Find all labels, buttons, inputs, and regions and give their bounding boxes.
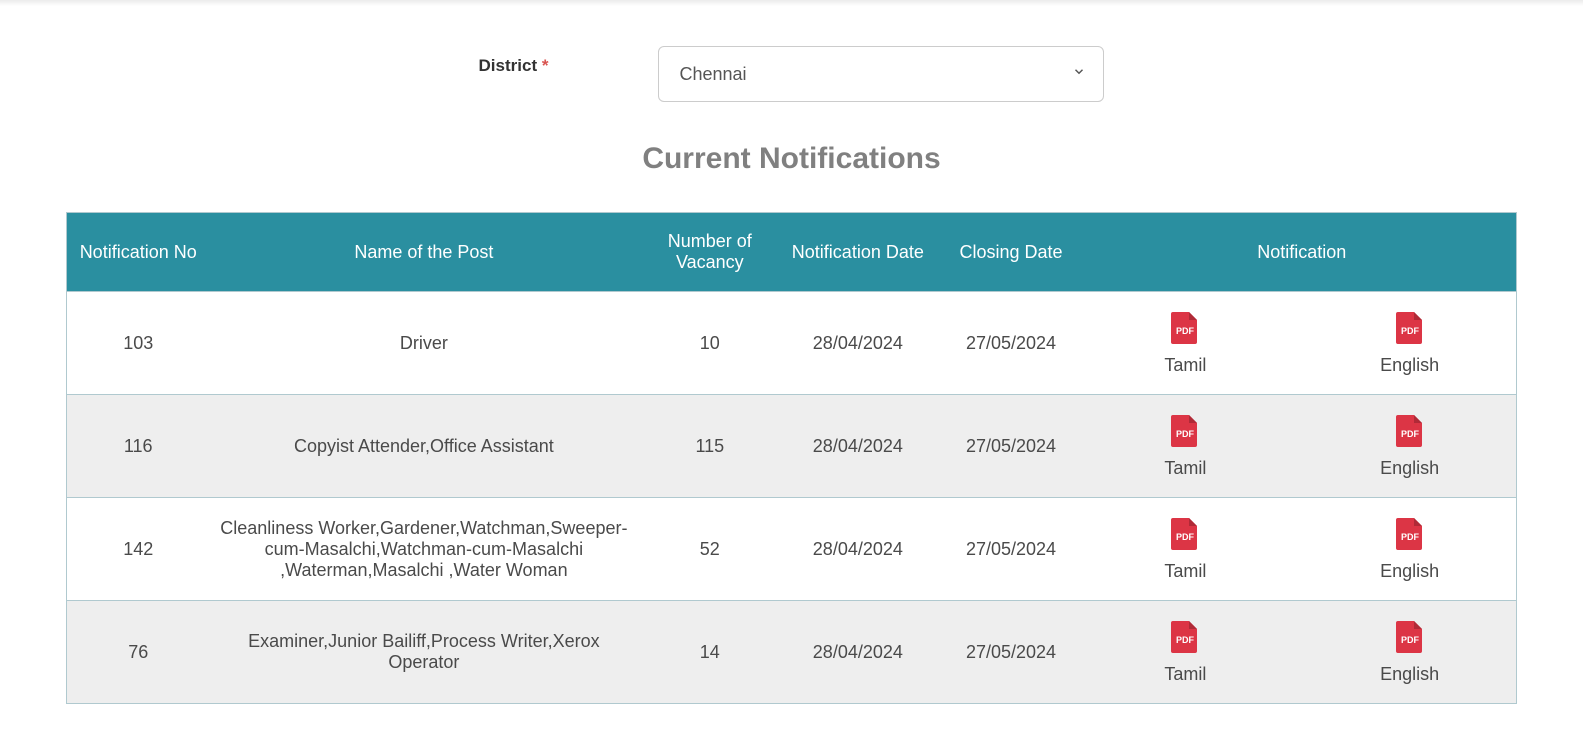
pdf-link-label: English <box>1380 561 1439 582</box>
district-label: District * <box>479 46 549 76</box>
required-marker: * <box>542 56 549 75</box>
th-cdate: Closing Date <box>934 213 1087 292</box>
th-post: Name of the Post <box>209 213 638 292</box>
notifications-table: Notification No Name of the Post Number … <box>66 212 1517 704</box>
cell-post: Copyist Attender,Office Assistant <box>209 395 638 498</box>
pdf-icon: PDF <box>1394 310 1426 351</box>
table-row: 142Cleanliness Worker,Gardener,Watchman,… <box>67 498 1517 601</box>
pdf-link-tamil[interactable]: PDF Tamil <box>1164 310 1206 376</box>
th-notification: Notification <box>1088 213 1517 292</box>
cell-notification-date: 28/04/2024 <box>781 498 934 601</box>
cell-notification-links: PDF Tamil PDF English <box>1088 395 1517 498</box>
page-heading: Current Notifications <box>66 142 1517 176</box>
cell-post: Cleanliness Worker,Gardener,Watchman,Swe… <box>209 498 638 601</box>
cell-notification-no: 103 <box>67 292 210 395</box>
pdf-icon: PDF <box>1169 516 1201 557</box>
cell-notification-date: 28/04/2024 <box>781 601 934 704</box>
th-vacancy: Number of Vacancy <box>638 213 781 292</box>
table-row: 116Copyist Attender,Office Assistant1152… <box>67 395 1517 498</box>
pdf-link-tamil[interactable]: PDFTamil <box>1164 619 1206 685</box>
cell-notification-date: 28/04/2024 <box>781 292 934 395</box>
pdf-link-tamil[interactable]: PDF Tamil <box>1164 516 1206 582</box>
pdf-link-label: English <box>1380 355 1439 376</box>
cell-notification-no: 142 <box>67 498 210 601</box>
district-form-row: District * Chennai <box>66 46 1517 102</box>
pdf-icon: PDF <box>1169 619 1201 660</box>
cell-notification-links: PDFTamil PDFEnglish <box>1088 601 1517 704</box>
svg-text:PDF: PDF <box>1176 635 1195 645</box>
pdf-link-english[interactable]: PDF English <box>1380 310 1439 376</box>
table-row: 76Examiner,Junior Bailiff,Process Writer… <box>67 601 1517 704</box>
pdf-link-tamil[interactable]: PDF Tamil <box>1164 413 1206 479</box>
cell-notification-links: PDF Tamil PDF English <box>1088 292 1517 395</box>
cell-notification-no: 116 <box>67 395 210 498</box>
svg-text:PDF: PDF <box>1401 326 1420 336</box>
district-select-wrap: Chennai <box>658 46 1104 102</box>
pdf-link-label: Tamil <box>1164 561 1206 582</box>
pdf-link-label: English <box>1380 458 1439 479</box>
table-header-row: Notification No Name of the Post Number … <box>67 213 1517 292</box>
cell-vacancy: 14 <box>638 601 781 704</box>
district-select[interactable]: Chennai <box>658 46 1104 102</box>
cell-vacancy: 115 <box>638 395 781 498</box>
pdf-link-english[interactable]: PDF English <box>1380 413 1439 479</box>
svg-text:PDF: PDF <box>1401 429 1420 439</box>
svg-text:PDF: PDF <box>1176 326 1195 336</box>
cell-post: Examiner,Junior Bailiff,Process Writer,X… <box>209 601 638 704</box>
pdf-link-label: Tamil <box>1164 355 1206 376</box>
cell-post: Driver <box>209 292 638 395</box>
pdf-icon: PDF <box>1394 413 1426 454</box>
cell-notification-links: PDF Tamil PDF English <box>1088 498 1517 601</box>
pdf-link-english[interactable]: PDF English <box>1380 516 1439 582</box>
cell-vacancy: 10 <box>638 292 781 395</box>
cell-notification-no: 76 <box>67 601 210 704</box>
table-row: 103Driver1028/04/202427/05/2024PDFTamilP… <box>67 292 1517 395</box>
pdf-icon: PDF <box>1169 413 1201 454</box>
pdf-link-english[interactable]: PDFEnglish <box>1380 619 1439 685</box>
svg-text:PDF: PDF <box>1401 635 1420 645</box>
svg-text:PDF: PDF <box>1176 532 1195 542</box>
district-label-text: District <box>479 56 538 75</box>
cell-closing-date: 27/05/2024 <box>934 395 1087 498</box>
cell-vacancy: 52 <box>638 498 781 601</box>
cell-closing-date: 27/05/2024 <box>934 292 1087 395</box>
pdf-icon: PDF <box>1394 619 1426 660</box>
cell-closing-date: 27/05/2024 <box>934 498 1087 601</box>
pdf-link-label: Tamil <box>1164 458 1206 479</box>
pdf-icon: PDF <box>1169 310 1201 351</box>
svg-text:PDF: PDF <box>1401 532 1420 542</box>
pdf-icon: PDF <box>1394 516 1426 557</box>
cell-notification-date: 28/04/2024 <box>781 395 934 498</box>
cell-closing-date: 27/05/2024 <box>934 601 1087 704</box>
th-notification-no: Notification No <box>67 213 210 292</box>
th-ndate: Notification Date <box>781 213 934 292</box>
svg-text:PDF: PDF <box>1176 429 1195 439</box>
